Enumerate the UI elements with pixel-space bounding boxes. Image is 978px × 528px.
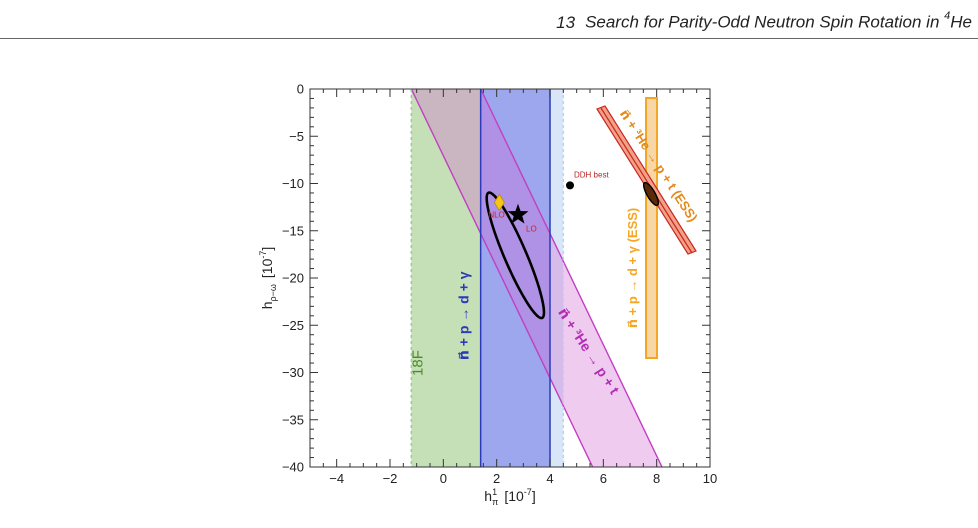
lo-star: [507, 203, 529, 224]
np-band: [480, 89, 550, 467]
ddh-best-point: [566, 181, 574, 190]
y-tick-label: 0: [297, 82, 304, 97]
f18-label: 18F: [409, 350, 426, 376]
figure: −4 −2 0 2 4 6 8 10 0 −5 −10 −15 −20 −25 −30 −35 −40 h1 π [1…: [250, 78, 730, 528]
ess-ellipse: [642, 181, 660, 207]
nlo-point: [493, 193, 505, 212]
ddh-best-label: DDH best: [574, 170, 609, 179]
f18-band: [411, 89, 481, 467]
header-rule: [0, 38, 978, 39]
running-header: 13 Search for Parity-Odd Neutron Spin Rot…: [556, 10, 972, 33]
x-tick-label: 10: [703, 471, 717, 486]
x-tick-label: 8: [653, 471, 660, 486]
he3-band-edge-left: [410, 89, 594, 467]
np-band-extension: [550, 89, 564, 467]
title-element: He: [950, 12, 972, 32]
lo-label: LO: [526, 225, 537, 234]
title-superscript: 4: [944, 10, 951, 22]
x-tick-label: −2: [383, 471, 398, 486]
y-tick-label: −35: [282, 412, 304, 427]
x-tick-label: 6: [600, 471, 607, 486]
nlo-label: NLO: [488, 210, 504, 219]
ess-np-label: n⃗ + p → d + γ (ESS): [625, 208, 640, 329]
ess-red-centerline: [600, 107, 693, 254]
y-tick-label: −20: [282, 271, 304, 286]
he3-band-edge-right: [480, 89, 663, 467]
y-tick-label: −30: [282, 365, 304, 380]
y-tick-label: −5: [289, 129, 304, 144]
x-tick-label: −4: [329, 471, 344, 486]
y-tick-label: −25: [282, 318, 304, 333]
x-axis-label: h1 π [10-7]: [484, 487, 535, 507]
y-tick-label: −40: [282, 460, 304, 475]
confidence-ellipse: [485, 191, 546, 320]
ess-orange-band: [645, 97, 658, 359]
np-dgamma-label: n⃗ + p → d + γ: [456, 271, 472, 360]
x-tick-label: 0: [440, 471, 447, 486]
chapter-number: 13: [556, 12, 576, 32]
y-tick-label: −15: [282, 223, 304, 238]
y-axis-label: hρ−ω[10-7]: [258, 247, 278, 310]
marks-layer: [485, 97, 697, 359]
x-tick-label: 4: [546, 471, 553, 486]
x-tick-label: 2: [493, 471, 500, 486]
page-header: 13 Search for Parity-Odd Neutron Spin Rot…: [0, 0, 978, 40]
y-tick-label: −10: [282, 176, 304, 191]
chapter-title: Search for Parity-Odd Neutron Spin Rotat…: [585, 12, 940, 32]
